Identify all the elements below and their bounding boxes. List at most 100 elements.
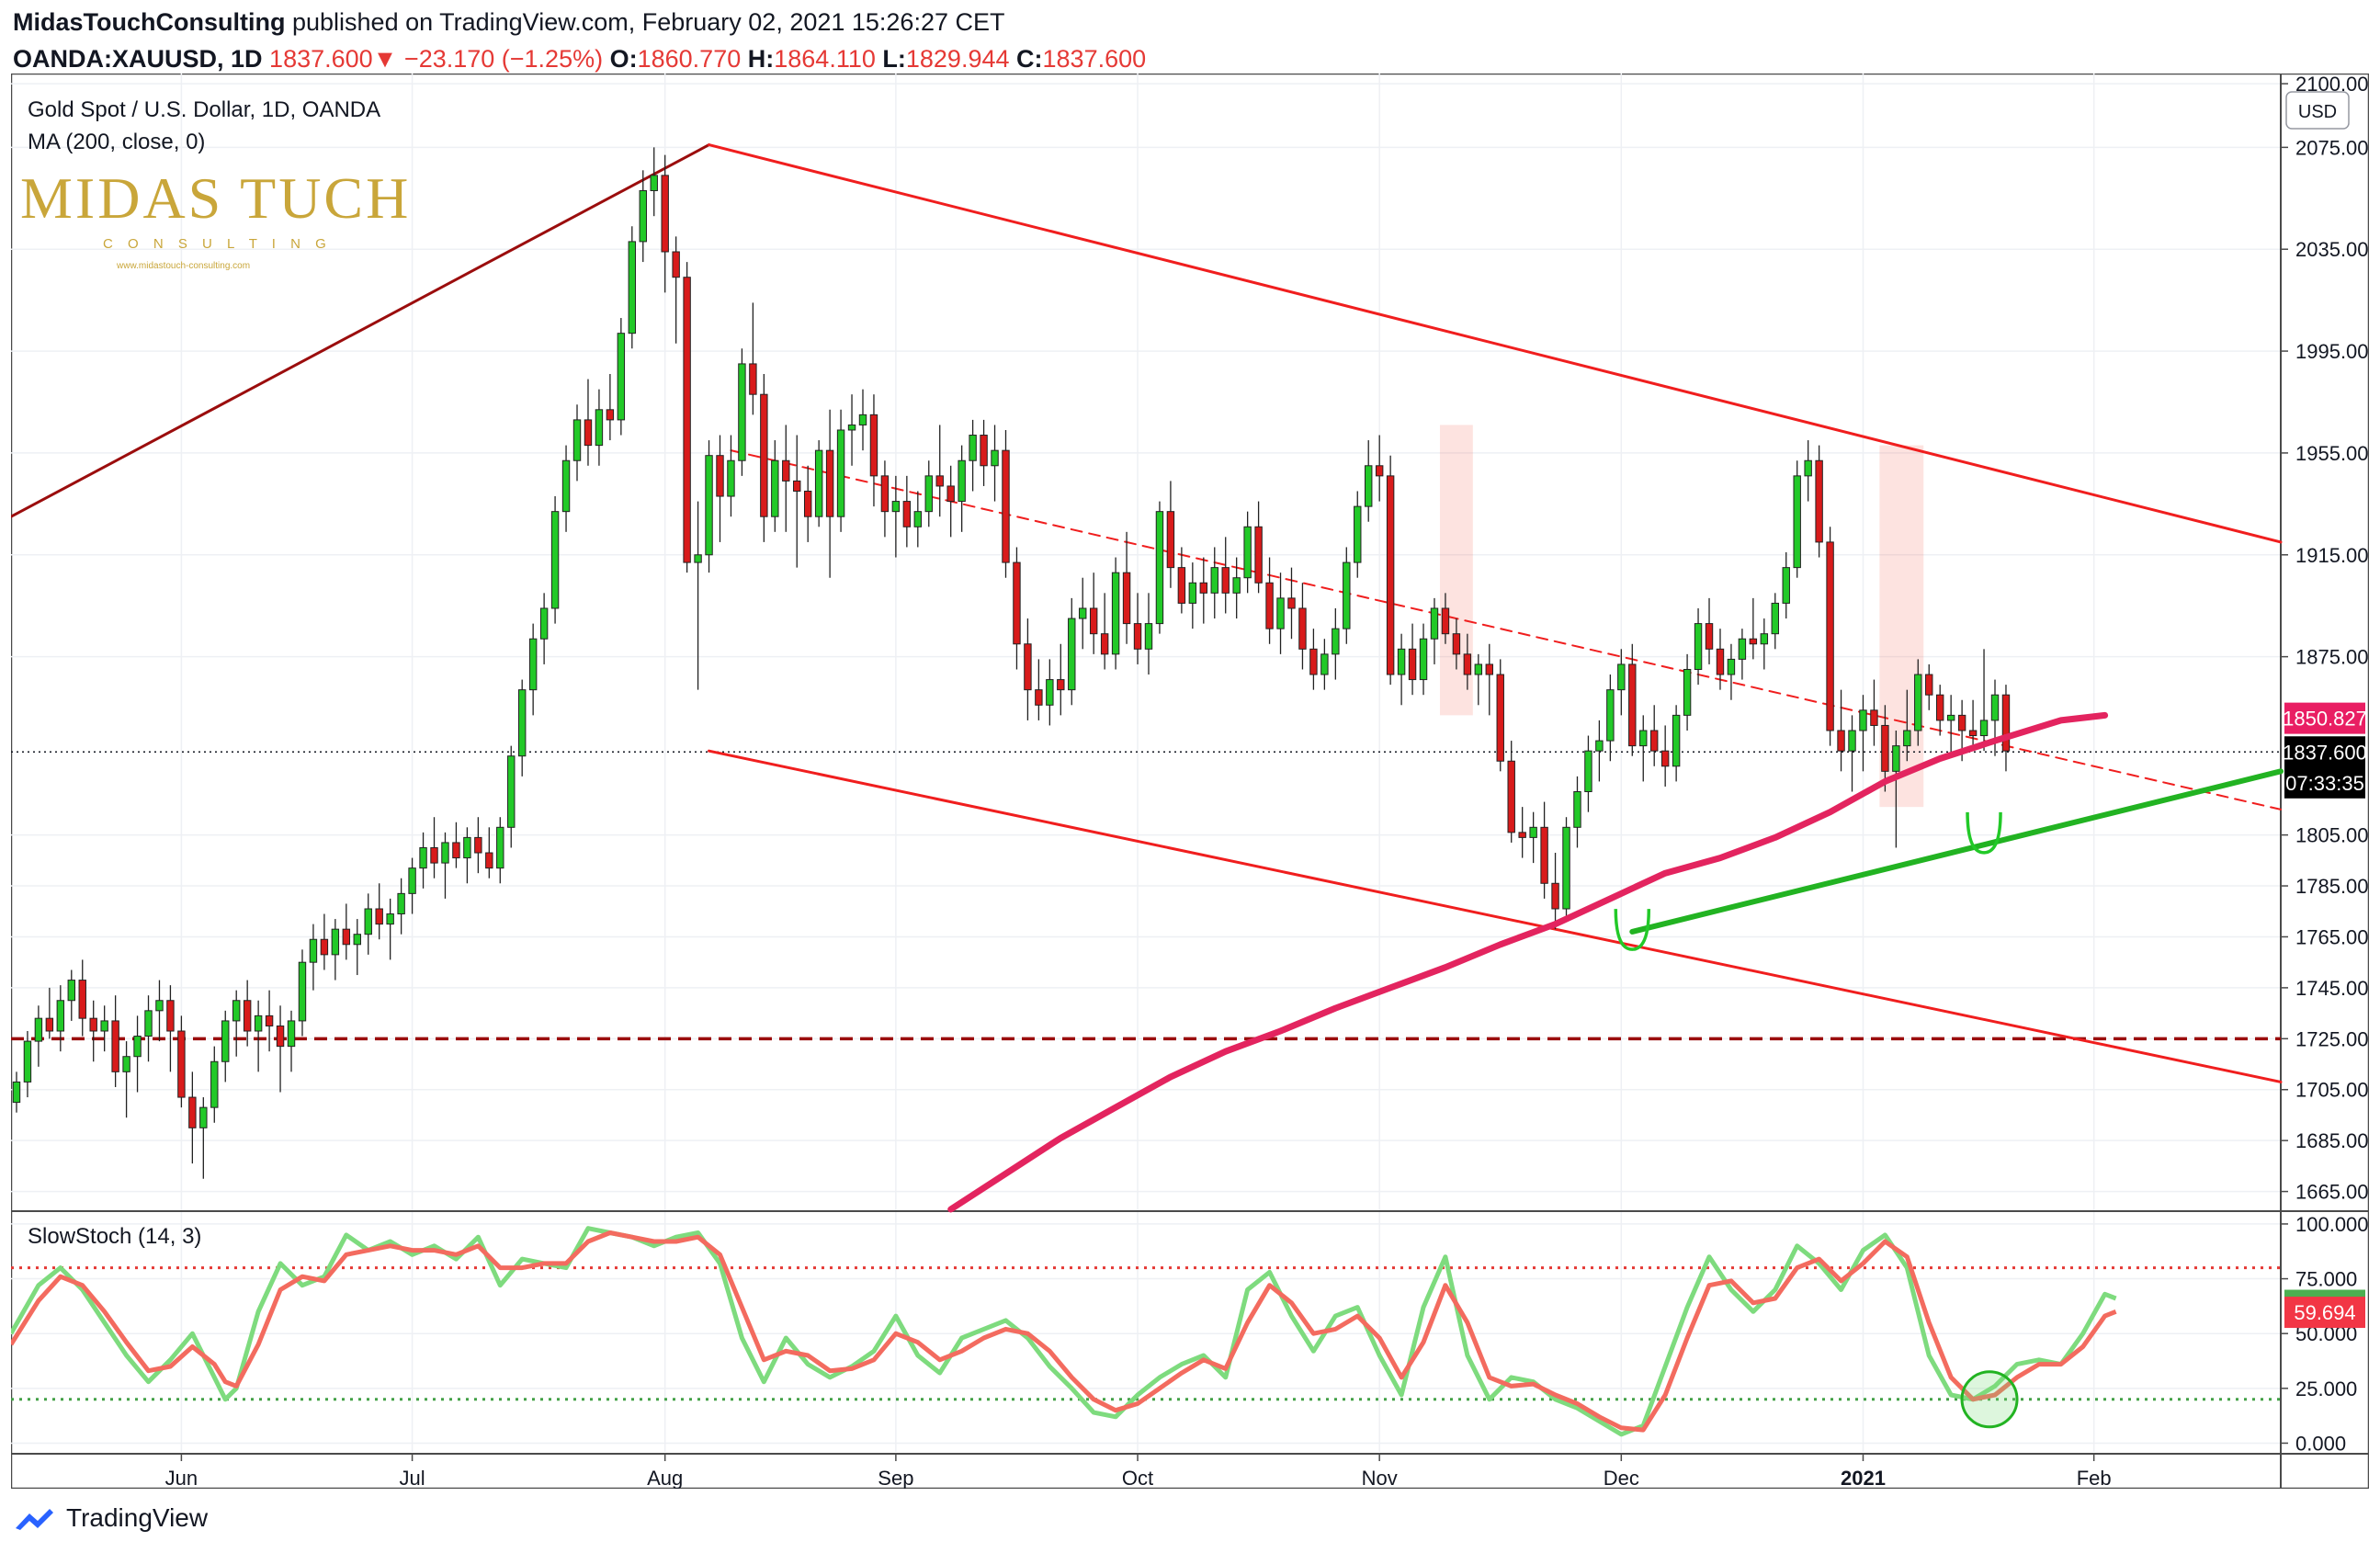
candle-up[interactable] [1892,745,1900,772]
candle-down[interactable] [683,277,691,563]
candle-down[interactable] [1408,648,1417,681]
candle-down[interactable] [177,1030,186,1098]
candle-up[interactable] [528,638,538,691]
candle-down[interactable] [320,938,329,956]
candle-up[interactable] [1979,720,1989,737]
candle-up[interactable] [1276,597,1285,629]
candle-up[interactable] [287,1020,296,1048]
candle-up[interactable] [1946,714,1955,721]
candle-up[interactable] [419,846,427,869]
candle-up[interactable] [1903,730,1911,747]
candle-up[interactable] [628,241,637,334]
candle-up[interactable] [309,938,318,963]
symbol[interactable]: OANDA:XAUUSD, 1D [13,45,263,73]
candle-up[interactable] [397,892,405,915]
candle-down[interactable] [1749,638,1758,645]
candle-down[interactable] [1265,582,1274,629]
candle-up[interactable] [1079,607,1087,619]
candle-up[interactable] [1188,582,1197,604]
candle-down[interactable] [1518,832,1526,838]
candle-up[interactable] [408,867,416,894]
candle-down[interactable] [485,852,493,869]
candle-up[interactable] [1144,623,1153,650]
candle-up[interactable] [1155,511,1164,625]
candle-up[interactable] [969,435,977,461]
candle-up[interactable] [67,980,75,1002]
candle-down[interactable] [265,1015,274,1026]
candle-up[interactable] [913,511,923,527]
candle-down[interactable] [869,414,878,477]
ma-200-line[interactable] [947,711,2109,1213]
candle-up[interactable] [1848,730,1856,752]
candle-down[interactable] [606,409,615,421]
stoch-indicator-label[interactable]: SlowStoch (14, 3) [28,1224,201,1249]
candle-up[interactable] [1365,465,1373,507]
candle-down[interactable] [452,842,460,859]
candle-up[interactable] [1243,526,1252,579]
candle-down[interactable] [1013,561,1021,645]
candle-up[interactable] [1419,638,1428,681]
candle-up[interactable] [924,475,933,513]
candle-down[interactable] [1968,730,1978,737]
candle-down[interactable] [1089,607,1098,635]
candle-down[interactable] [661,175,669,253]
candle-up[interactable] [496,826,504,869]
candle-down[interactable] [1221,567,1230,594]
candle-up[interactable] [364,908,372,935]
candle-down[interactable] [45,1017,54,1032]
candle-down[interactable] [1386,475,1395,675]
candle-down[interactable] [1024,643,1032,691]
candle-down[interactable] [1309,648,1318,675]
candle-up[interactable] [507,755,516,828]
candle-up[interactable] [353,934,361,946]
candle-down[interactable] [980,435,988,467]
candle-down[interactable] [1716,648,1725,675]
candle-up[interactable] [1782,567,1790,604]
candle-up[interactable] [34,1017,43,1042]
ma-indicator-label[interactable]: MA (200, close, 0) [28,130,205,154]
candle-down[interactable] [1815,459,1823,543]
candle-down[interactable] [342,928,351,946]
candle-up[interactable] [1859,709,1867,731]
candle-up[interactable] [1474,663,1483,675]
candle-down[interactable] [1485,663,1493,675]
candle-up[interactable] [1046,679,1054,706]
candle-down[interactable] [78,980,86,1019]
candle-down[interactable] [1870,709,1878,726]
candle-up[interactable] [1595,740,1604,752]
candle-down[interactable] [1057,679,1065,691]
candle-down[interactable] [782,459,790,482]
candle-up[interactable] [1771,602,1779,635]
candle-up[interactable] [891,501,901,513]
candle-up[interactable] [155,1000,164,1012]
candle-down[interactable] [1133,623,1142,650]
candle-down[interactable] [1287,597,1296,609]
candle-down[interactable] [1177,567,1186,604]
candle-down[interactable] [1035,689,1043,706]
candle-up[interactable] [1738,638,1747,660]
candle-up[interactable] [771,459,779,517]
candle-up[interactable] [1562,826,1570,910]
candle-up[interactable] [858,414,867,425]
candle-down[interactable] [1166,511,1175,569]
candle-up[interactable] [958,459,966,503]
candle-down[interactable] [1199,582,1208,594]
candle-down[interactable] [1957,714,1966,731]
candle-down[interactable] [946,485,955,503]
candle-up[interactable] [144,1010,153,1037]
candle-down[interactable] [1254,526,1263,584]
candle-up[interactable] [1210,567,1218,594]
stoch-k-line[interactable] [8,1226,2117,1437]
candle-down[interactable] [188,1096,197,1128]
candle-down[interactable] [1935,694,1944,721]
candle-down[interactable] [1375,465,1384,477]
candle-down[interactable] [474,836,482,854]
candle-up[interactable] [738,363,746,461]
time-axis[interactable]: Jun Jul Aug Sep Oct Nov Dec 2021 Feb [165,1454,2112,1490]
candle-up[interactable] [694,554,702,563]
candle-up[interactable] [572,419,582,461]
candle-down[interactable] [166,1000,175,1032]
stoch-d-line[interactable] [8,1230,2117,1433]
candle-up[interactable] [133,1036,142,1058]
candle-down[interactable] [1452,633,1461,655]
